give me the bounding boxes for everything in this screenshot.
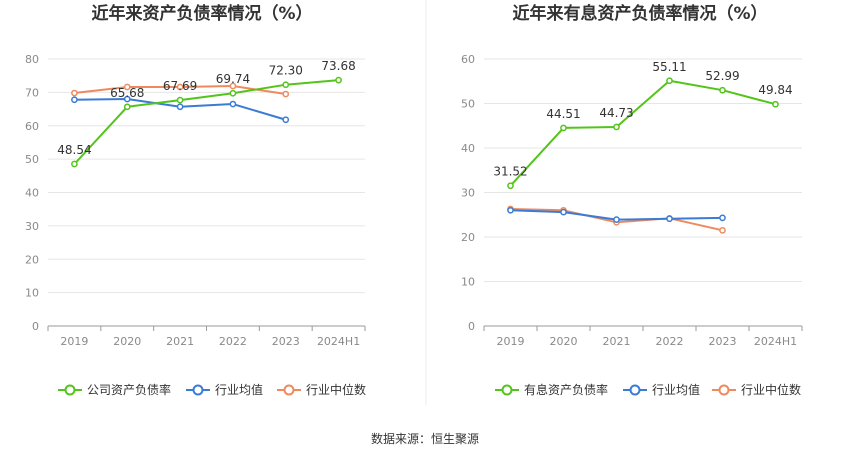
chart2-x-tick-label: 2023 — [709, 335, 737, 348]
chart1-series-1-point — [123, 95, 131, 103]
chart1-series-2-point — [176, 83, 184, 91]
chart1-legend-label: 公司资产负债率 — [87, 382, 171, 397]
chart2-y-tick-label: 60 — [461, 53, 475, 66]
chart2-y-tick-label: 40 — [461, 142, 475, 155]
chart2-data-label: 31.52 — [493, 165, 527, 179]
chart1-y-tick-label: 30 — [25, 220, 39, 233]
chart1-series-0-point — [335, 76, 342, 84]
chart2-data-label: 49.84 — [758, 83, 792, 97]
chart2-data-label: 44.73 — [599, 106, 633, 120]
chart2-series-0-point — [666, 77, 673, 85]
chart2-series-1-point — [613, 216, 620, 223]
chart2-y-tick-label: 50 — [461, 98, 475, 111]
chart2-series-1-point — [666, 215, 673, 223]
chart2-series-2-point — [719, 226, 726, 234]
chart1-y-tick-label: 0 — [32, 320, 39, 333]
chart2-series-0-point — [613, 123, 620, 131]
chart2-legend-label: 行业均值 — [652, 382, 700, 397]
data-source-note: 数据来源：恒生聚源 — [371, 431, 479, 446]
chart1-series-0-point — [229, 89, 237, 97]
chart1-legend-swatch-marker — [64, 384, 76, 396]
chart2-series-1-point — [507, 206, 514, 214]
chart1-y-tick-label: 50 — [25, 153, 39, 166]
chart2-series-0-point — [772, 100, 779, 108]
chart1-title: 近年来资产负债率情况（%） — [91, 3, 312, 24]
chart2-title: 近年来有息资产负债率情况（%） — [512, 3, 767, 24]
chart2-legend-swatch-marker — [629, 384, 641, 396]
chart2-data-label: 55.11 — [652, 60, 686, 74]
chart1-x-tick-label: 2024H1 — [317, 335, 360, 348]
chart1-x-tick-label: 2023 — [272, 335, 300, 348]
chart1-x-tick-label: 2022 — [219, 335, 247, 348]
chart2-legend-label: 有息资产负债率 — [524, 382, 608, 397]
chart1-series-0-point — [71, 160, 78, 168]
chart1-data-label: 67.69 — [163, 79, 197, 93]
chart1-x-tick-label: 2021 — [166, 335, 194, 348]
chart1-series-2-point — [123, 83, 131, 91]
chart1-x-tick-label: 2020 — [113, 335, 141, 348]
chart1-legend-swatch-marker — [283, 384, 295, 396]
chart2-legend-swatch-marker — [718, 384, 730, 396]
chart1-data-label: 73.68 — [321, 59, 355, 73]
chart1-series-2-point — [229, 82, 237, 90]
chart1-y-tick-label: 70 — [25, 86, 39, 99]
chart1-y-tick-label: 60 — [25, 120, 39, 133]
chart2-series-1-point — [719, 214, 726, 222]
chart2-x-tick-label: 2019 — [497, 335, 525, 348]
chart2-y-tick-label: 30 — [461, 187, 475, 200]
chart2-series-1-point — [560, 208, 567, 216]
chart1-data-label: 72.30 — [269, 64, 303, 78]
chart2-data-label: 52.99 — [705, 69, 739, 83]
chart1-y-tick-label: 80 — [25, 53, 39, 66]
chart1-series-1-point — [229, 100, 237, 108]
chart1-series-2-point — [282, 90, 290, 98]
chart2-x-tick-label: 2024H1 — [754, 335, 797, 348]
chart1-y-tick-label: 10 — [25, 287, 39, 300]
chart1-series-0-point — [123, 103, 131, 111]
chart1-series-0-line — [73, 79, 339, 165]
chart2-x-tick-label: 2020 — [550, 335, 578, 348]
chart1-y-tick-label: 40 — [25, 187, 39, 200]
chart1-series-1-point — [176, 103, 184, 111]
chart2-series-0-point — [560, 124, 567, 132]
chart2-series-0-point — [507, 182, 514, 190]
chart2-y-tick-label: 20 — [461, 231, 475, 244]
chart1-series-1-point — [71, 96, 78, 104]
chart1-legend-label: 行业中位数 — [306, 382, 366, 397]
chart1-series-1-point — [282, 116, 290, 124]
chart2-legend-label: 行业中位数 — [741, 382, 801, 397]
chart2-series-0-point — [719, 86, 726, 94]
chart2-legend-swatch-marker — [501, 384, 513, 396]
chart1-legend-label: 行业均值 — [215, 382, 263, 397]
chart2-y-tick-label: 10 — [461, 276, 475, 289]
chart2-x-tick-label: 2021 — [603, 335, 631, 348]
chart2-x-tick-label: 2022 — [656, 335, 684, 348]
chart1-series-0-point — [176, 96, 184, 104]
chart1-legend-swatch-marker — [192, 384, 204, 396]
chart2-series-0-line — [509, 79, 776, 187]
chart1-series-2-point — [71, 89, 78, 97]
chart1-series-0-point — [282, 81, 290, 89]
chart1-y-tick-label: 20 — [25, 253, 39, 266]
chart1-data-label: 69.74 — [216, 72, 250, 86]
chart2-data-label: 44.51 — [546, 107, 580, 121]
chart2-y-tick-label: 0 — [468, 320, 475, 333]
chart1-x-tick-label: 2019 — [60, 335, 88, 348]
chart1-data-label: 65.68 — [110, 86, 144, 100]
chart1-data-label: 48.54 — [57, 143, 91, 157]
